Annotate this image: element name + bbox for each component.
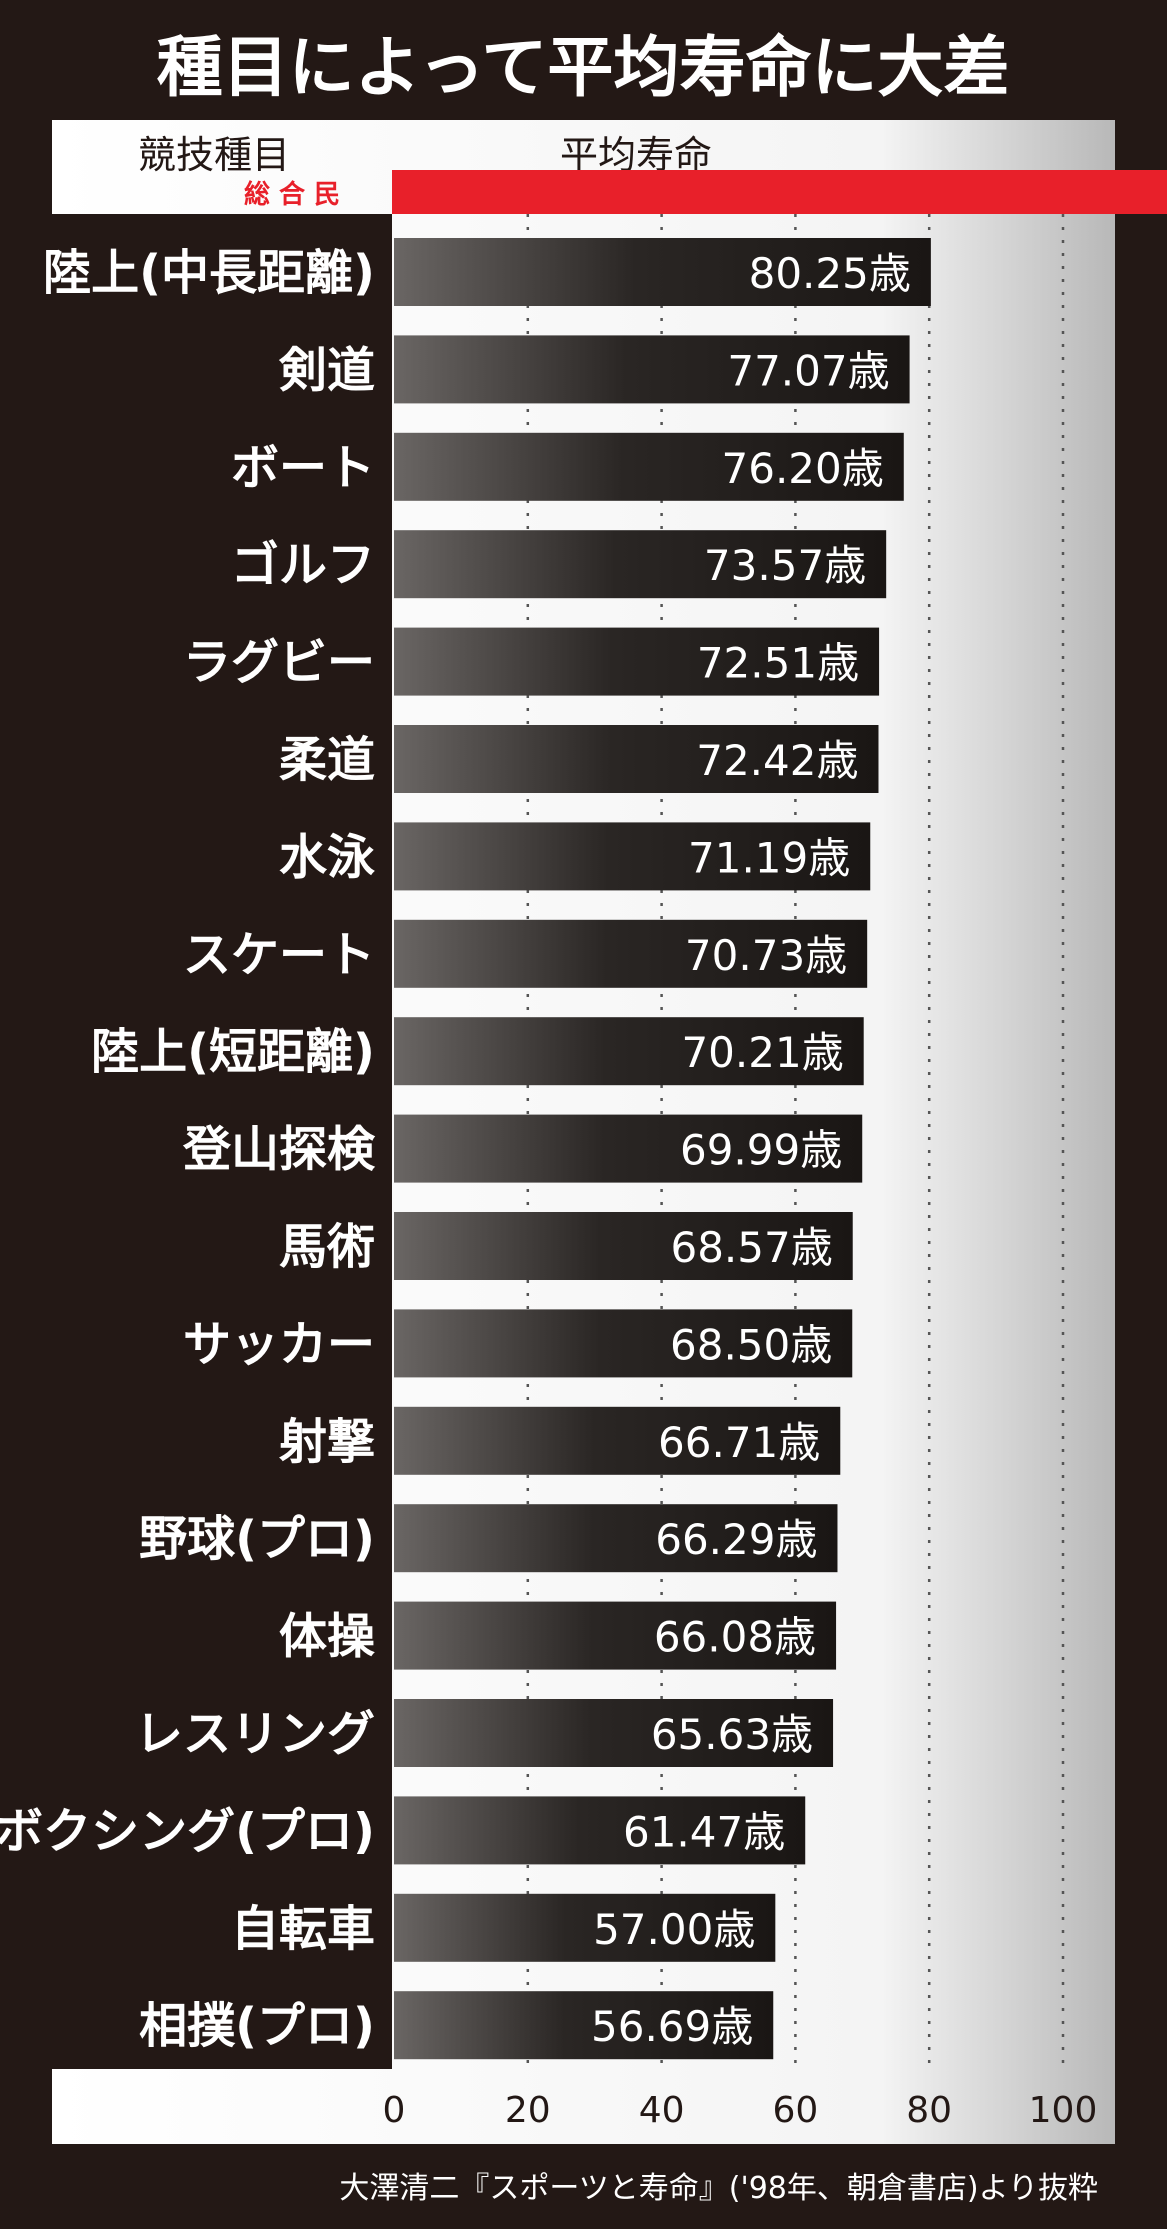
value-label-3: 73.57歳 (704, 541, 866, 590)
value-labels: 80.25歳 77.07歳 76.20歳 73.57歳 72.51歳 72.42歳 71.1… (591, 249, 911, 2051)
bar-16 (394, 1796, 806, 1865)
category-label-11: サッカー (183, 1316, 375, 1372)
category-label-0: 陸上(中長距離) (43, 245, 375, 301)
category-label-5: 柔道 (279, 732, 375, 788)
bar-5 (394, 725, 879, 793)
source-note: 大澤清二『スポーツと寿命』('98年、朝倉書店)より抜粋 (339, 2171, 1098, 2206)
x-axis-ticks: 0 20 40 60 80 100 (383, 2090, 1098, 2131)
label-column (52, 214, 392, 2069)
category-label-8: 陸上(短距離) (91, 1024, 375, 1080)
x-tick-80: 80 (906, 2090, 952, 2131)
bar-1 (394, 335, 910, 404)
bar-11 (394, 1309, 853, 1378)
bar-9 (394, 1114, 863, 1183)
watermark-text: 総 合 民 (244, 179, 340, 210)
title-banner (52, 0, 1115, 118)
value-label-7: 70.73歳 (685, 931, 847, 980)
category-label-10: 馬術 (279, 1219, 375, 1275)
category-label-18: 相撲(プロ) (139, 1998, 375, 2054)
value-column-header: 平均寿命 (560, 133, 712, 177)
bar-14 (394, 1601, 837, 1670)
bar-2 (394, 432, 904, 501)
value-label-4: 72.51歳 (697, 639, 859, 688)
category-label-4: ラグビー (183, 635, 375, 691)
bar-6 (394, 822, 871, 891)
bar-3 (394, 530, 887, 599)
bar-15 (394, 1699, 834, 1767)
value-label-15: 65.63歳 (651, 1710, 813, 1759)
value-label-8: 70.21歳 (681, 1028, 843, 1077)
x-tick-100: 100 (1029, 2090, 1098, 2131)
value-label-2: 76.20歳 (722, 444, 884, 493)
category-label-2: ボート (231, 440, 375, 496)
value-label-5: 72.42歳 (696, 736, 858, 785)
category-label-6: 水泳 (279, 829, 375, 885)
x-tick-40: 40 (639, 2090, 685, 2131)
bar-8 (394, 1017, 864, 1086)
value-label-16: 61.47歳 (623, 1807, 785, 1856)
x-tick-20: 20 (505, 2090, 551, 2131)
bar-13 (394, 1504, 838, 1573)
category-label-7: スケート (183, 927, 375, 983)
bars (394, 238, 931, 2060)
value-label-11: 68.50歳 (670, 1320, 832, 1369)
value-label-0: 80.25歳 (749, 249, 911, 298)
value-label-18: 56.69歳 (591, 2002, 753, 2051)
x-tick-0: 0 (383, 2090, 406, 2131)
category-label-16: ボクシング(プロ) (0, 1803, 375, 1859)
bar-10 (394, 1212, 853, 1280)
watermark-band (392, 170, 1167, 214)
category-label-17: 自転車 (231, 1901, 375, 1957)
category-label-1: 剣道 (278, 342, 375, 398)
category-label-3: ゴルフ (231, 537, 375, 593)
value-label-17: 57.00歳 (593, 1905, 755, 1954)
category-label-15: レスリング (135, 1706, 375, 1762)
chart-title: 種目によって平均寿命に大差 (157, 29, 1010, 106)
category-label-12: 射撃 (279, 1414, 375, 1470)
bar-12 (394, 1406, 841, 1475)
value-label-6: 71.19歳 (688, 833, 850, 882)
bar-7 (394, 919, 868, 988)
bar-4 (394, 627, 880, 696)
value-label-13: 66.29歳 (655, 1515, 817, 1564)
bar-18 (394, 1991, 774, 2060)
category-label-13: 野球(プロ) (139, 1511, 375, 1567)
value-label-9: 69.99歳 (680, 1126, 842, 1175)
category-column-header: 競技種目 (138, 133, 290, 177)
bar-0 (394, 238, 931, 306)
value-label-14: 66.08歳 (654, 1613, 816, 1662)
value-label-10: 68.57歳 (670, 1223, 832, 1272)
value-label-12: 66.71歳 (658, 1418, 820, 1467)
x-tick-60: 60 (772, 2090, 818, 2131)
value-label-1: 77.07歳 (727, 346, 889, 395)
bar-17 (394, 1893, 776, 1962)
category-label-14: 体操 (279, 1609, 375, 1665)
category-label-9: 登山探検 (182, 1122, 376, 1178)
